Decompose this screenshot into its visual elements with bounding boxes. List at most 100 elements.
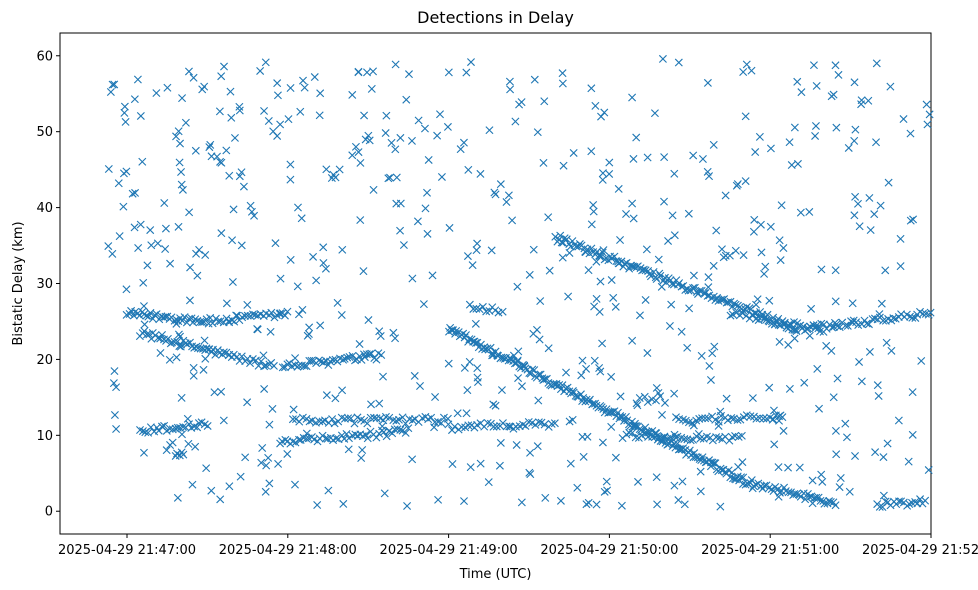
data-point [108, 80, 117, 89]
data-point [433, 131, 442, 140]
data-point [584, 266, 593, 275]
data-point [670, 389, 679, 398]
data-point [165, 355, 174, 364]
data-point [473, 364, 482, 373]
data-point [558, 69, 567, 78]
data-point [733, 180, 742, 189]
data-point [195, 245, 204, 254]
data-point [766, 144, 775, 153]
data-point [622, 210, 631, 219]
data-point [751, 314, 760, 323]
data-point [232, 311, 241, 320]
data-point [257, 458, 266, 467]
data-point [656, 271, 665, 280]
data-point [905, 500, 914, 509]
data-point [870, 210, 879, 219]
data-point [163, 83, 172, 92]
y-tick-label: 60 [36, 49, 53, 64]
data-point [805, 493, 814, 502]
data-point [382, 111, 391, 120]
data-point [492, 422, 501, 431]
data-point [582, 364, 591, 373]
data-point [755, 132, 764, 141]
y-tick-label: 0 [45, 505, 53, 520]
data-point [468, 261, 477, 270]
data-point [220, 62, 229, 71]
data-point [741, 480, 750, 489]
data-point [189, 371, 198, 380]
data-point [660, 197, 669, 206]
data-point [628, 199, 637, 208]
data-point [201, 354, 210, 363]
data-point [420, 124, 429, 133]
data-point [680, 500, 689, 509]
chart-title: Detections in Delay [417, 8, 574, 27]
data-point [355, 340, 364, 349]
data-point [179, 422, 188, 431]
data-point [599, 246, 608, 255]
data-point [424, 155, 433, 164]
data-point [367, 84, 376, 93]
data-point [456, 145, 465, 154]
data-point [560, 234, 569, 243]
data-point [391, 60, 400, 69]
data-point [539, 158, 548, 167]
data-point [379, 372, 387, 381]
data-point [704, 283, 713, 292]
data-point [391, 145, 400, 154]
data-point [723, 416, 732, 425]
data-point [358, 446, 367, 454]
data-point [460, 363, 469, 372]
data-point [765, 296, 774, 305]
data-point [225, 318, 234, 327]
data-point [603, 486, 612, 495]
data-point [491, 401, 500, 410]
data-point [540, 97, 549, 106]
x-tick-label: 2025-04-29 21:48:00 [219, 543, 357, 558]
data-point [414, 116, 423, 125]
data-point [166, 259, 175, 268]
data-point [587, 84, 596, 93]
data-point [564, 292, 573, 301]
x-tick-label: 2025-04-29 21:52:00 [862, 543, 978, 558]
data-point [704, 273, 713, 282]
data-point [770, 440, 779, 449]
data-point [649, 267, 658, 276]
data-point [767, 319, 776, 328]
data-point [396, 133, 405, 142]
data-point [208, 319, 217, 328]
data-point [431, 393, 440, 401]
data-point [899, 115, 908, 124]
data-point [784, 340, 793, 349]
x-tick-label: 2025-04-29 21:50:00 [540, 543, 678, 558]
data-point [464, 421, 473, 430]
data-point [228, 236, 237, 245]
data-point [444, 359, 453, 368]
data-point [177, 430, 186, 439]
data-point [657, 282, 666, 291]
data-point [832, 450, 841, 459]
data-point [360, 111, 369, 120]
data-point [877, 299, 886, 308]
data-point [337, 311, 346, 319]
data-point [394, 415, 403, 424]
data-point [865, 347, 874, 356]
data-point [842, 433, 851, 442]
data-point [293, 282, 302, 291]
data-point [375, 399, 384, 408]
data-point [774, 463, 783, 472]
data-point [831, 297, 840, 306]
data-point [850, 136, 859, 145]
data-point [726, 311, 735, 320]
data-point [871, 448, 880, 457]
data-point [471, 319, 480, 328]
data-point [359, 267, 368, 276]
data-point [712, 433, 721, 442]
data-point [768, 415, 777, 424]
data-point [235, 172, 244, 181]
data-point [689, 151, 698, 160]
data-point [473, 239, 482, 248]
data-point [817, 470, 826, 479]
data-point [530, 75, 539, 84]
data-point [512, 440, 521, 449]
